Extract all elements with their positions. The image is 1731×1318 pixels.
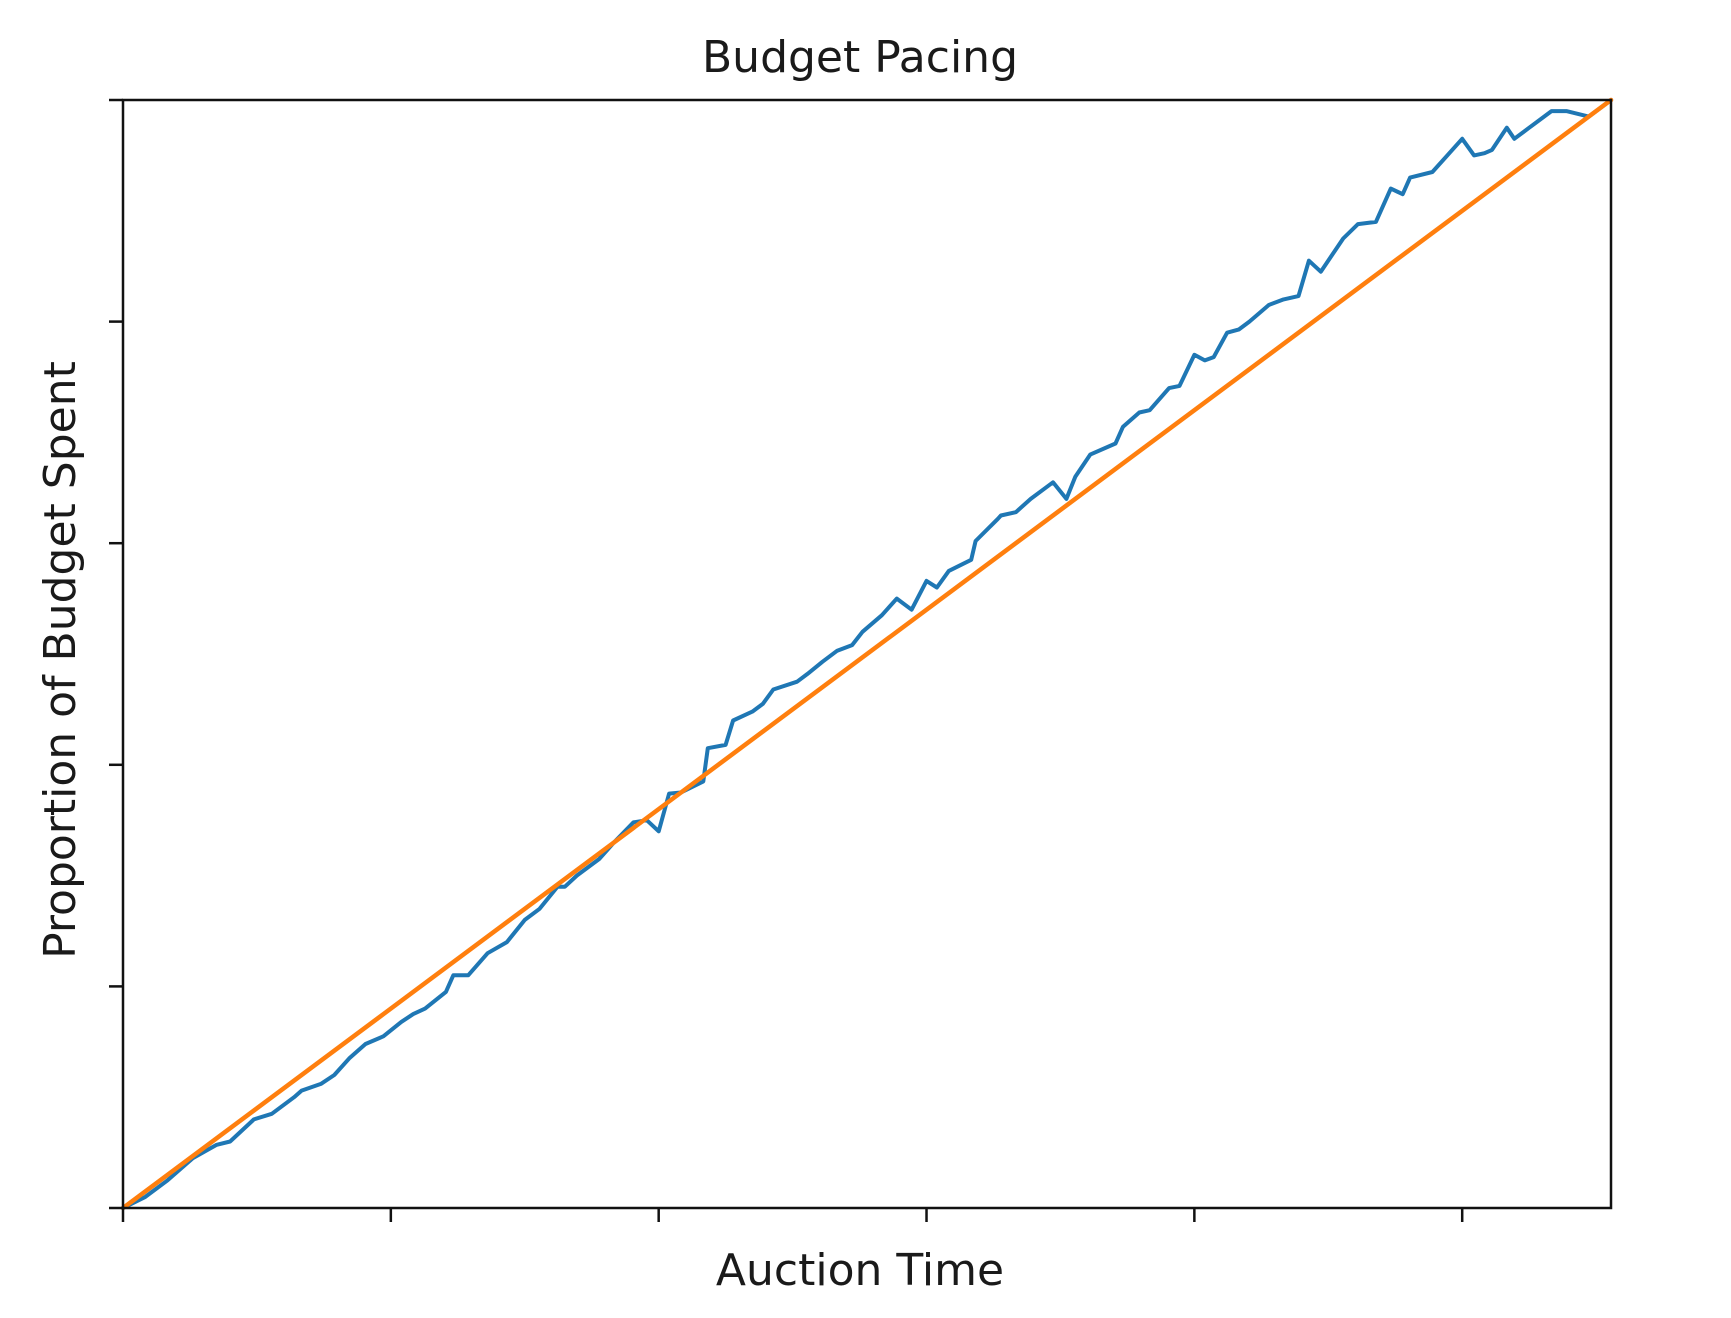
x-axis-ticks (121, 1208, 1464, 1222)
series-line-1 (121, 98, 1613, 1210)
series-line-2 (120, 97, 1614, 1211)
y-axis-label: Proportion of Budget Spent (35, 361, 86, 959)
series-layer (120, 97, 1614, 1211)
y-axis-ticks (109, 98, 123, 1210)
x-axis-label: Auction Time (716, 1245, 1004, 1296)
chart-title: Budget Pacing (702, 32, 1018, 83)
plot-frame (121, 98, 1613, 1210)
